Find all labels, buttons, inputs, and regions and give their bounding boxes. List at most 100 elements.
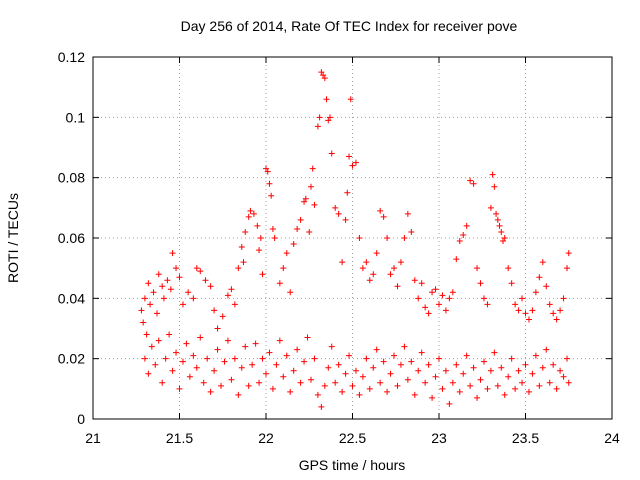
data-point: [505, 265, 512, 272]
data-point: [294, 346, 301, 353]
data-point: [197, 268, 204, 275]
data-point: [387, 271, 394, 278]
data-point: [283, 250, 290, 257]
data-point: [140, 319, 147, 326]
x-axis-label: GPS time / hours: [299, 457, 406, 473]
data-point: [522, 310, 529, 317]
data-point: [439, 292, 446, 299]
data-point: [370, 364, 377, 371]
data-point: [257, 235, 264, 241]
data-point: [387, 370, 394, 377]
data-point: [320, 72, 327, 79]
data-point: [477, 376, 484, 383]
data-point: [363, 259, 370, 266]
data-point: [231, 355, 238, 362]
data-point: [391, 352, 398, 359]
data-point: [294, 225, 301, 232]
data-point: [214, 346, 221, 353]
data-point: [539, 364, 546, 371]
x-tick-label: 24: [604, 430, 620, 446]
data-point: [532, 352, 539, 359]
data-point: [204, 355, 211, 362]
data-point: [494, 216, 501, 223]
data-point: [453, 256, 460, 263]
data-point: [429, 394, 436, 401]
plot-frame: [92, 56, 613, 420]
data-point: [453, 361, 460, 368]
data-point: [425, 361, 432, 368]
x-tick-label: 21: [85, 430, 101, 446]
data-point: [155, 271, 162, 278]
data-point: [380, 213, 387, 220]
data-point: [560, 295, 567, 302]
data-point: [306, 228, 313, 235]
data-point: [301, 358, 308, 365]
data-point: [238, 244, 245, 251]
data-point: [370, 271, 377, 278]
data-point: [221, 358, 228, 365]
data-point: [297, 216, 304, 223]
data-point: [276, 337, 283, 344]
data-point: [169, 250, 176, 257]
data-point: [500, 238, 507, 245]
data-point: [564, 355, 571, 362]
data-point: [525, 388, 532, 395]
data-point: [242, 343, 249, 350]
data-point: [318, 403, 325, 410]
data-point: [442, 307, 449, 314]
data-point: [152, 361, 159, 368]
data-point: [484, 301, 491, 308]
data-point: [193, 364, 200, 371]
data-point: [439, 385, 446, 392]
data-point: [259, 355, 266, 362]
data-point: [522, 361, 529, 368]
data-point: [266, 180, 273, 187]
data-point: [418, 280, 425, 287]
data-point: [356, 391, 363, 398]
data-point: [498, 364, 505, 371]
data-point: [487, 367, 494, 374]
data-point: [314, 123, 321, 130]
data-point: [470, 180, 477, 187]
y-tick-label: 0.08: [58, 170, 85, 186]
data-point: [271, 235, 278, 241]
data-point: [287, 289, 294, 296]
y-tick-labels: 0 0.02 0.04 0.06 0.08 0.1 0.12: [58, 49, 85, 427]
data-point: [359, 373, 366, 380]
data-point: [143, 331, 150, 338]
data-point: [264, 168, 271, 175]
y-tick-label: 0: [77, 411, 85, 427]
data-point: [259, 271, 266, 278]
data-point: [186, 373, 193, 380]
data-point: [150, 289, 157, 296]
x-tick-labels: 21 21.5 22 22.5 23 23.5 24: [85, 430, 620, 446]
data-point: [155, 337, 162, 344]
data-point: [269, 225, 276, 232]
data-point: [148, 343, 155, 350]
data-point: [467, 177, 474, 184]
data-point: [553, 316, 560, 323]
data-point: [411, 391, 418, 398]
data-point: [193, 265, 200, 272]
data-point: [498, 228, 505, 235]
data-point: [373, 250, 380, 257]
data-point: [394, 382, 401, 389]
data-point: [325, 364, 332, 371]
data-point: [508, 280, 515, 287]
data-point: [363, 355, 370, 362]
data-point: [245, 213, 252, 220]
data-point: [397, 361, 404, 368]
data-point: [145, 280, 152, 287]
data-point: [352, 367, 359, 374]
data-point: [176, 274, 183, 281]
data-point: [283, 352, 290, 359]
data-point: [470, 364, 477, 371]
data-point: [266, 349, 273, 356]
data-point: [543, 346, 550, 353]
data-points: [138, 69, 572, 410]
data-point: [247, 207, 254, 214]
data-point: [290, 367, 297, 374]
data-point: [190, 352, 197, 359]
data-point: [224, 337, 231, 344]
data-point: [164, 277, 171, 284]
